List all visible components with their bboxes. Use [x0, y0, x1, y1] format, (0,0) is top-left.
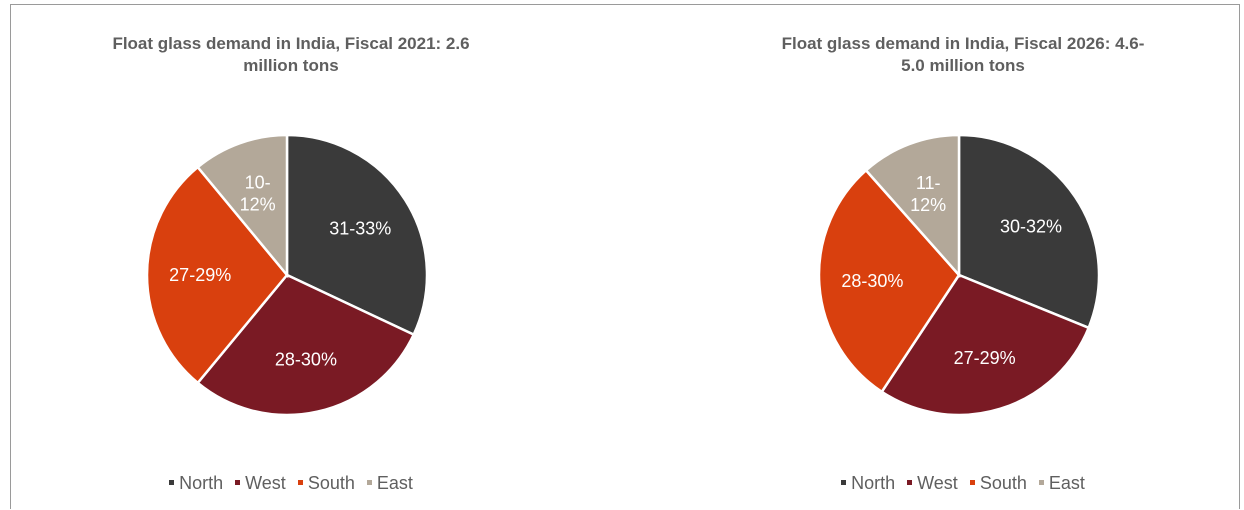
legend-swatch [1038, 479, 1044, 485]
chart-legend: North West South East [11, 473, 571, 494]
pie-slice-east [864, 133, 961, 279]
data-label-south: 28-30% [841, 271, 903, 291]
legend-item-south: South [969, 473, 1027, 494]
legend-item-west: West [235, 473, 286, 494]
chart-title-line-2: million tons [243, 56, 339, 75]
legend-label: West [917, 473, 958, 493]
chart-title-line-1: Float glass demand in India, Fiscal 2021… [112, 34, 470, 53]
legend-label: North [179, 473, 224, 493]
legend-swatch [907, 479, 913, 485]
legend-item-east: East [366, 473, 413, 494]
data-label-south: 27-29% [169, 265, 231, 285]
legend-label: South [307, 473, 355, 493]
legend-item-south: South [297, 473, 355, 494]
legend-swatch [366, 479, 372, 485]
pie-chart-panel-fiscal-2026: Float glass demand in India, Fiscal 2026… [683, 5, 1243, 510]
data-label-east: 10- [245, 172, 271, 192]
pie-slice-south [145, 165, 289, 385]
data-label-west: 27-29% [954, 348, 1016, 368]
data-label-west: 28-30% [275, 350, 337, 370]
data-label-east: 12% [240, 194, 276, 214]
chart-title-line-1: Float glass demand in India, Fiscal 2026… [781, 34, 1145, 53]
data-label-north: 30-32% [1000, 217, 1062, 237]
legend-swatch [297, 479, 303, 485]
chart-title: Float glass demand in India, Fiscal 2026… [683, 33, 1243, 77]
legend-swatch [169, 479, 175, 485]
chart-title: Float glass demand in India, Fiscal 2021… [11, 33, 571, 77]
legend-label: East [1048, 473, 1085, 493]
legend-swatch [841, 479, 847, 485]
legend-label: North [851, 473, 896, 493]
pie-slice-west [880, 273, 1091, 417]
legend-label: East [376, 473, 413, 493]
pie-chart-panel-fiscal-2021: Float glass demand in India, Fiscal 2021… [11, 5, 571, 510]
pie-slice-south [817, 168, 961, 394]
chart-frame: Float glass demand in India, Fiscal 2021… [10, 4, 1240, 509]
legend-label: West [245, 473, 286, 493]
data-label-east: 11- [916, 173, 941, 193]
legend-item-east: East [1038, 473, 1085, 494]
pie-slice-north [957, 133, 1101, 330]
chart-legend: North West South East [683, 473, 1243, 494]
legend-item-west: West [907, 473, 958, 494]
data-label-east: 12% [910, 195, 946, 215]
pie-slice-east [196, 133, 289, 279]
legend-item-north: North [169, 473, 223, 494]
legend-swatch [969, 479, 975, 485]
chart-title-line-2: 5.0 million tons [901, 56, 1025, 75]
data-label-north: 31-33% [329, 218, 391, 238]
pie-chart-svg: 31-33% 28-30% 27-29% 10-12% [145, 133, 429, 417]
pie-slice-north [285, 133, 429, 337]
legend-item-north: North [841, 473, 895, 494]
legend-swatch [235, 479, 241, 485]
legend-label: South [979, 473, 1027, 493]
pie-chart-svg: 30-32% 27-29% 28-30% 11-12% [817, 133, 1101, 417]
pie-slice-west [196, 273, 416, 417]
